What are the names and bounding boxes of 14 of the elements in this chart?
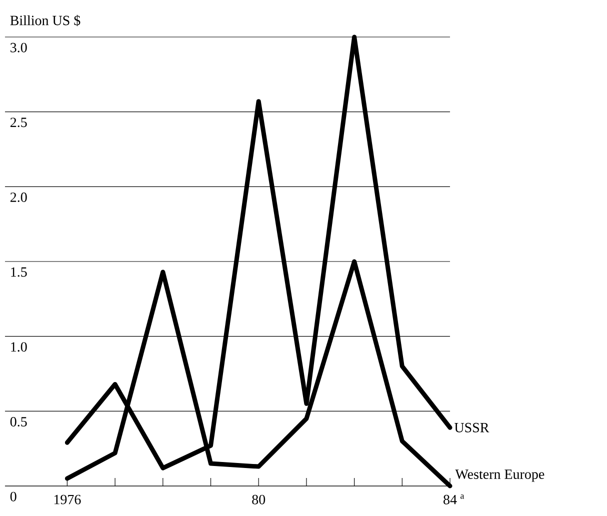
y-axis-title: Billion US $: [10, 14, 80, 26]
y-tick-label: 1.5: [11, 267, 27, 277]
y-tick-label: 2.5: [10, 118, 27, 128]
text: a: [460, 494, 464, 499]
y-tick-label: 2.0: [10, 192, 27, 202]
x-tick-label: 1976: [54, 494, 81, 504]
series-label: USSR: [454, 422, 490, 432]
x-tick-label: 84: [444, 494, 457, 504]
x-tick-label: 80: [252, 494, 266, 504]
y-tick-label: 0: [10, 492, 16, 502]
y-tick-label: 1.0: [11, 342, 27, 352]
y-tick-label: 3.0: [10, 42, 27, 52]
y-tick-label: 0.5: [10, 417, 27, 427]
series-label: Western Europe: [455, 470, 544, 482]
